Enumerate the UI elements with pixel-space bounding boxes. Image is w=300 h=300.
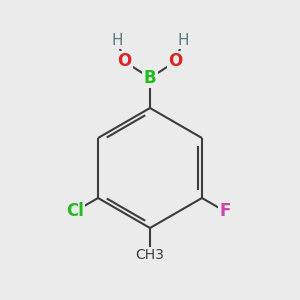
Text: H: H: [177, 33, 189, 48]
Text: F: F: [220, 202, 231, 220]
Text: O: O: [117, 52, 132, 70]
Text: Cl: Cl: [66, 202, 84, 220]
Text: H: H: [111, 33, 123, 48]
Text: B: B: [144, 69, 156, 87]
Text: CH3: CH3: [136, 248, 164, 262]
Text: O: O: [168, 52, 183, 70]
